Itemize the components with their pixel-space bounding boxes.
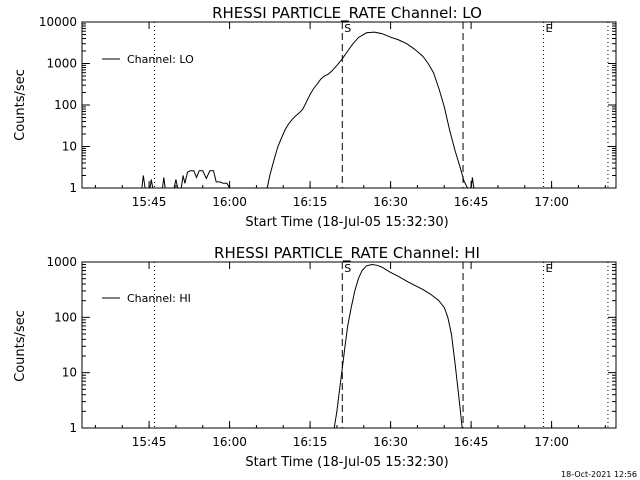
- chart-lo-ticks: 15:45 16:00 16:15 16:30 16:45 17:00 1 10 100 1000…: [39, 15, 616, 209]
- lo-xtick-label-2: 16:15: [293, 195, 328, 209]
- lo-ytick-label-0: 1: [69, 181, 77, 195]
- hi-marker-label-3: E: [546, 262, 553, 275]
- hi-ytick-label-1: 10: [62, 366, 77, 380]
- lo-xtick-label-3: 16:30: [373, 195, 408, 209]
- chart-hi-plot-frame: [81, 261, 617, 429]
- lo-xtick-label-4: 16:45: [454, 195, 489, 209]
- chart-hi-title: RHESSI PARTICLE_RATE Channel: HI: [214, 244, 480, 263]
- hi-xtick-label-2: 16:15: [293, 435, 328, 449]
- chart-hi-legend-label: Channel: HI: [127, 292, 191, 305]
- lo-xtick-label-1: 16:00: [212, 195, 247, 209]
- lo-marker-label-3: E: [546, 22, 553, 35]
- chart-lo-legend: Channel: LO: [102, 53, 194, 66]
- lo-ytick-label-1: 10: [62, 140, 77, 154]
- footer-timestamp: 18-Oct-2021 12:56: [561, 470, 637, 479]
- hi-xtick-label-5: 17:00: [534, 435, 569, 449]
- lo-series-line-0-2: [162, 177, 166, 189]
- hi-xtick-label-1: 16:00: [212, 435, 247, 449]
- lo-xtick-label-0: 15:45: [132, 195, 167, 209]
- chart-lo-legend-label: Channel: LO: [127, 53, 194, 66]
- chart-hi-ticks: 15:45 16:00 16:15 16:30 16:45 17:00 1 10 100 1000: [46, 255, 616, 449]
- lo-ytick-label-4: 10000: [39, 15, 77, 29]
- chart-lo-xlabel: Start Time (18-Jul-05 15:32:30): [245, 215, 448, 230]
- lo-marker-label-1: S: [344, 22, 351, 35]
- hi-series-line-0-0: [333, 263, 463, 429]
- lo-series-line-0-4: [266, 31, 468, 189]
- lo-series-line-0-5: [470, 177, 475, 189]
- hi-ytick-label-3: 1000: [46, 255, 77, 269]
- hi-xtick-label-4: 16:45: [454, 435, 489, 449]
- chart-hi-xlabel: Start Time (18-Jul-05 15:32:30): [245, 455, 448, 470]
- chart-lo-title: RHESSI PARTICLE_RATE Channel: LO: [212, 4, 482, 23]
- lo-series-line-0-0: [141, 175, 146, 189]
- chart-lo-series: [141, 31, 475, 189]
- chart-hi-legend: Channel: HI: [102, 292, 191, 305]
- chart-hi-series: [333, 263, 463, 429]
- chart-lo-ylabel: Counts/sec: [13, 69, 28, 141]
- lo-ytick-label-2: 100: [54, 98, 77, 112]
- lo-series-line-0-1: [149, 179, 154, 189]
- lo-series-line-0-3: [173, 170, 231, 189]
- chart-hi-ylabel: Counts/sec: [13, 310, 28, 382]
- hi-ytick-label-2: 100: [54, 310, 77, 324]
- lo-ytick-label-3: 1000: [46, 57, 77, 71]
- hi-xtick-label-3: 16:30: [373, 435, 408, 449]
- hi-marker-label-1: S: [344, 262, 351, 275]
- hi-ytick-label-0: 1: [69, 421, 77, 435]
- hi-xtick-label-0: 15:45: [132, 435, 167, 449]
- lo-xtick-label-5: 17:00: [534, 195, 569, 209]
